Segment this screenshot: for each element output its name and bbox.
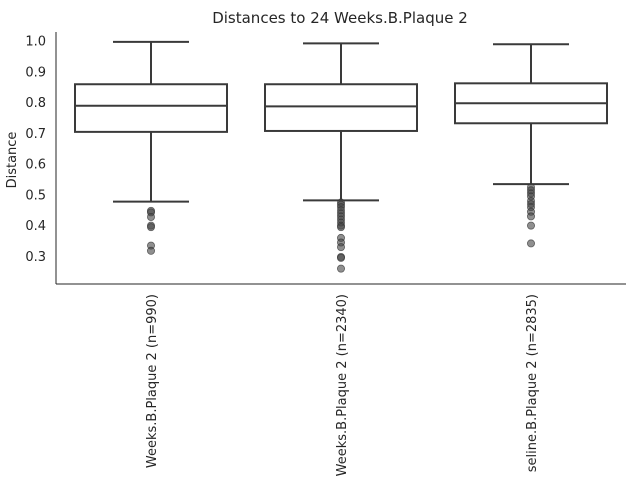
y-tick-label: 0.4 [25,219,46,234]
outlier-point [527,239,536,248]
y-tick-label: 0.6 [25,158,46,173]
y-tick-label: 0.7 [25,127,46,142]
outlier-point [146,223,155,232]
x-tick-label: seline.B.Plaque 2 (n=2835) [525,294,540,472]
outlier-point [527,221,536,230]
x-tick-label: Weeks.B.Plaque 2 (n=2340) [335,294,350,476]
y-tick-label: 0.9 [25,65,46,80]
outlier-point [146,213,155,222]
iqr-box [74,83,228,133]
y-tick-label: 1.0 [25,35,46,50]
outlier-point [146,246,155,255]
y-tick-label: 0.8 [25,96,46,111]
outlier-point [336,253,345,262]
outlier-point [336,223,345,232]
y-axis-label: Distance [5,132,20,189]
y-tick-label: 0.5 [25,188,46,203]
y-tick-label: 0.3 [25,250,46,265]
chart-title: Distances to 24 Weeks.B.Plaque 2 [212,9,468,27]
outlier-point [336,264,345,273]
x-tick-label: Weeks.B.Plaque 2 (n=990) [145,294,160,468]
iqr-box [264,83,418,132]
outlier-point [336,243,345,252]
outlier-point [527,212,536,221]
